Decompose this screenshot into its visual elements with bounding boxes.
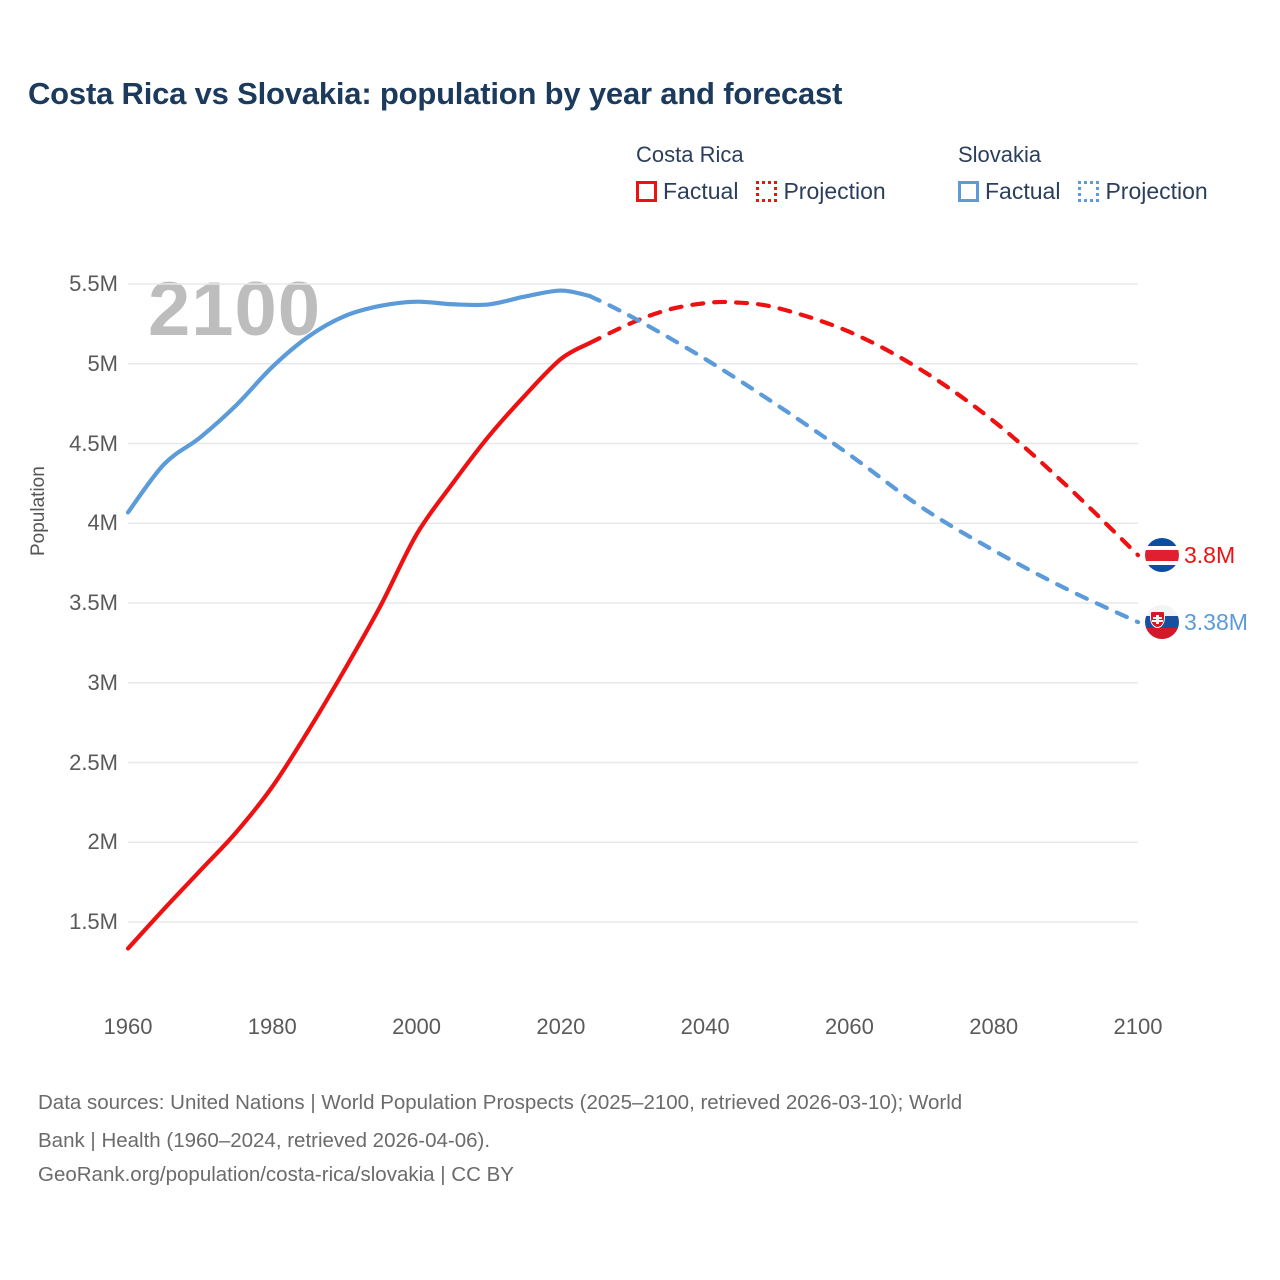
series-line-factual-slovakia: [125, 288, 592, 515]
endpoint-costa-rica[interactable]: 3.8M: [1145, 538, 1236, 573]
x-tick-label: 2000: [392, 1014, 442, 1039]
legend-item-slovakia-projection[interactable]: Projection: [1078, 178, 1208, 205]
x-tick-label: 2080: [969, 1014, 1019, 1039]
series-line-projection-slovakia: [587, 293, 1141, 625]
legend-swatch-dotted-icon: [1078, 181, 1100, 202]
legend-item-label: Projection: [1105, 178, 1208, 204]
legend-country-label: Costa Rica: [636, 142, 744, 167]
legend-item-costa-rica-factual[interactable]: Factual: [636, 178, 738, 205]
legend-group-slovakia: Slovakia Factual Projection: [958, 142, 1208, 205]
y-tick-label: 3M: [87, 669, 118, 695]
y-tick-label: 5M: [87, 350, 118, 376]
x-tick-label: 1980: [247, 1014, 297, 1039]
y-tick-label: 2.5M: [69, 749, 118, 775]
series-line-factual-costa-rica: [125, 340, 592, 951]
endpoint-slovakia[interactable]: 3.38M: [1145, 605, 1248, 640]
slovakia-flag-icon: [1145, 605, 1179, 640]
legend-item-label: Factual: [985, 178, 1061, 204]
x-tick-label: 2040: [680, 1014, 730, 1039]
y-tick-label: 4.5M: [69, 430, 118, 456]
legend-swatch-solid-icon: [958, 181, 979, 202]
legend-item-label: Projection: [783, 178, 886, 204]
endpoint-value-label: 3.8M: [1184, 541, 1236, 568]
x-tick-label: 2020: [536, 1014, 586, 1039]
chart-legend: Costa Rica Factual Projection Slovakia F…: [636, 142, 1256, 222]
legend-item-costa-rica-projection[interactable]: Projection: [756, 178, 886, 205]
footer-line-3[interactable]: GeoRank.org/population/costa-rica/slovak…: [38, 1163, 514, 1186]
legend-group-costa-rica: Costa Rica Factual Projection: [636, 142, 886, 205]
costa-rica-flag-icon: [1145, 538, 1179, 573]
legend-country-label: Slovakia: [958, 142, 1042, 167]
y-tick-label: 4M: [87, 510, 118, 536]
y-tick-label: 1.5M: [69, 909, 118, 934]
x-tick-label: 2100: [1113, 1014, 1163, 1039]
x-tick-label: 2060: [824, 1014, 874, 1039]
footer-line-1: Data sources: United Nations | World Pop…: [38, 1091, 963, 1114]
legend-swatch-dotted-icon: [756, 181, 778, 202]
x-tick-label: 1960: [103, 1014, 153, 1039]
y-tick-label: 3.5M: [69, 590, 118, 615]
footer-line-2: Bank | Health (1960–2024, retrieved 2026…: [38, 1129, 491, 1152]
y-axis-ticks: 5.5M 5M 4.5M 4M 3.5M 3M 2.5M 2M 1.5M: [0, 0, 118, 1280]
legend-item-label: Factual: [663, 178, 739, 204]
legend-swatch-solid-icon: [636, 181, 657, 202]
footer-sources: Data sources: United Nations | World Pop…: [38, 1086, 1248, 1192]
page-title: Costa Rica vs Slovakia: population by ye…: [28, 76, 843, 111]
y-tick-label: 2M: [87, 829, 118, 855]
y-tick-label: 5.5M: [69, 271, 118, 296]
series-line-projection-costa-rica: [587, 299, 1141, 558]
endpoint-value-label: 3.38M: [1184, 608, 1248, 635]
legend-item-slovakia-factual[interactable]: Factual: [958, 178, 1060, 205]
